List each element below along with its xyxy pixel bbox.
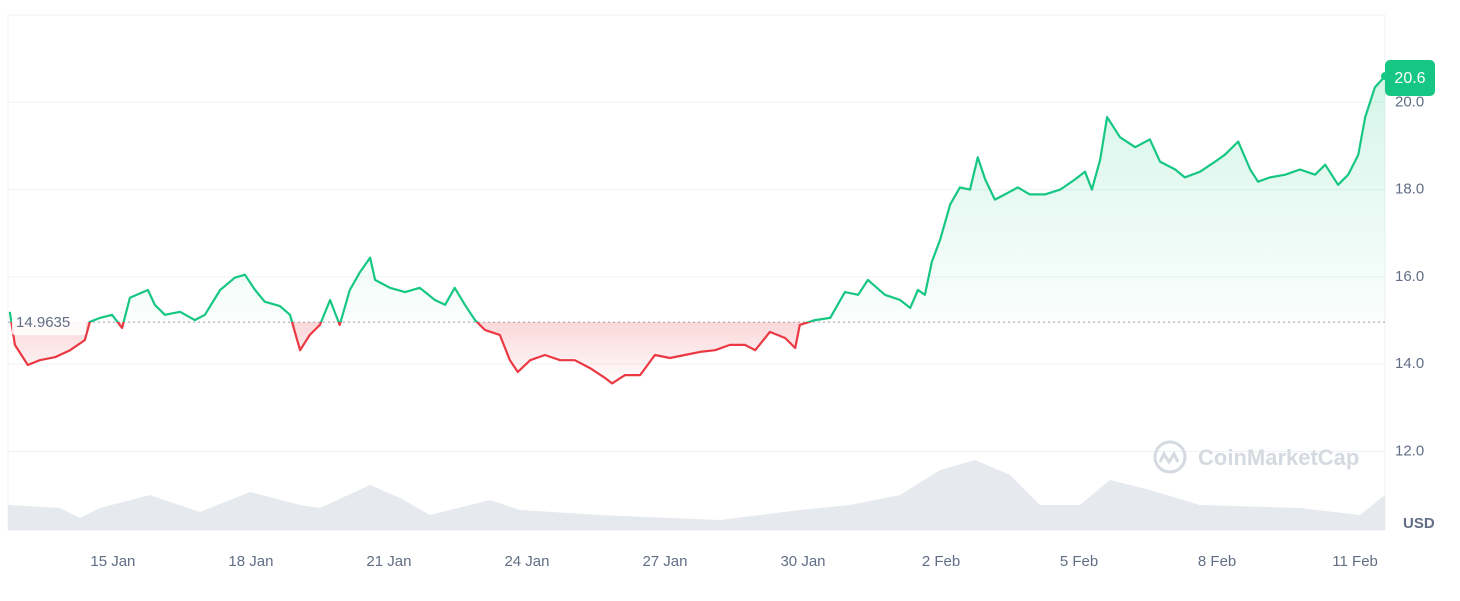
- x-tick-label: 27 Jan: [642, 553, 687, 570]
- baseline-label-box: [12, 309, 86, 336]
- last-price-box: [1385, 60, 1435, 96]
- y-tick-label: 14.0: [1395, 355, 1424, 372]
- x-tick-label: 24 Jan: [504, 553, 549, 570]
- x-tick-label: 15 Jan: [90, 553, 135, 570]
- area: [9, 76, 1385, 384]
- x-tick-label: 18 Jan: [228, 553, 273, 570]
- x-tick-label: 30 Jan: [780, 553, 825, 570]
- x-tick-label: 8 Feb: [1198, 553, 1236, 570]
- baseline-label: 14.9635: [16, 314, 70, 331]
- y-tick-label: 20.0: [1395, 93, 1424, 110]
- y-tick-label: 16.0: [1395, 268, 1424, 285]
- x-tick-label: 11 Feb: [1332, 553, 1378, 570]
- last-price-label: 20.6: [1394, 70, 1425, 87]
- y-tick-label: 18.0: [1395, 181, 1424, 198]
- price-line: [8, 75, 1386, 385]
- x-tick-label: 2 Feb: [922, 553, 960, 570]
- watermark: CoinMarketCap: [1198, 445, 1359, 470]
- watermark-logo: [1153, 440, 1187, 474]
- y-axis-unit: USD: [1403, 515, 1435, 532]
- volume-area: [8, 460, 1385, 530]
- x-tick-label: 21 Jan: [366, 553, 411, 570]
- y-tick-label: 12.0: [1395, 442, 1424, 459]
- x-tick-label: 5 Feb: [1060, 553, 1098, 570]
